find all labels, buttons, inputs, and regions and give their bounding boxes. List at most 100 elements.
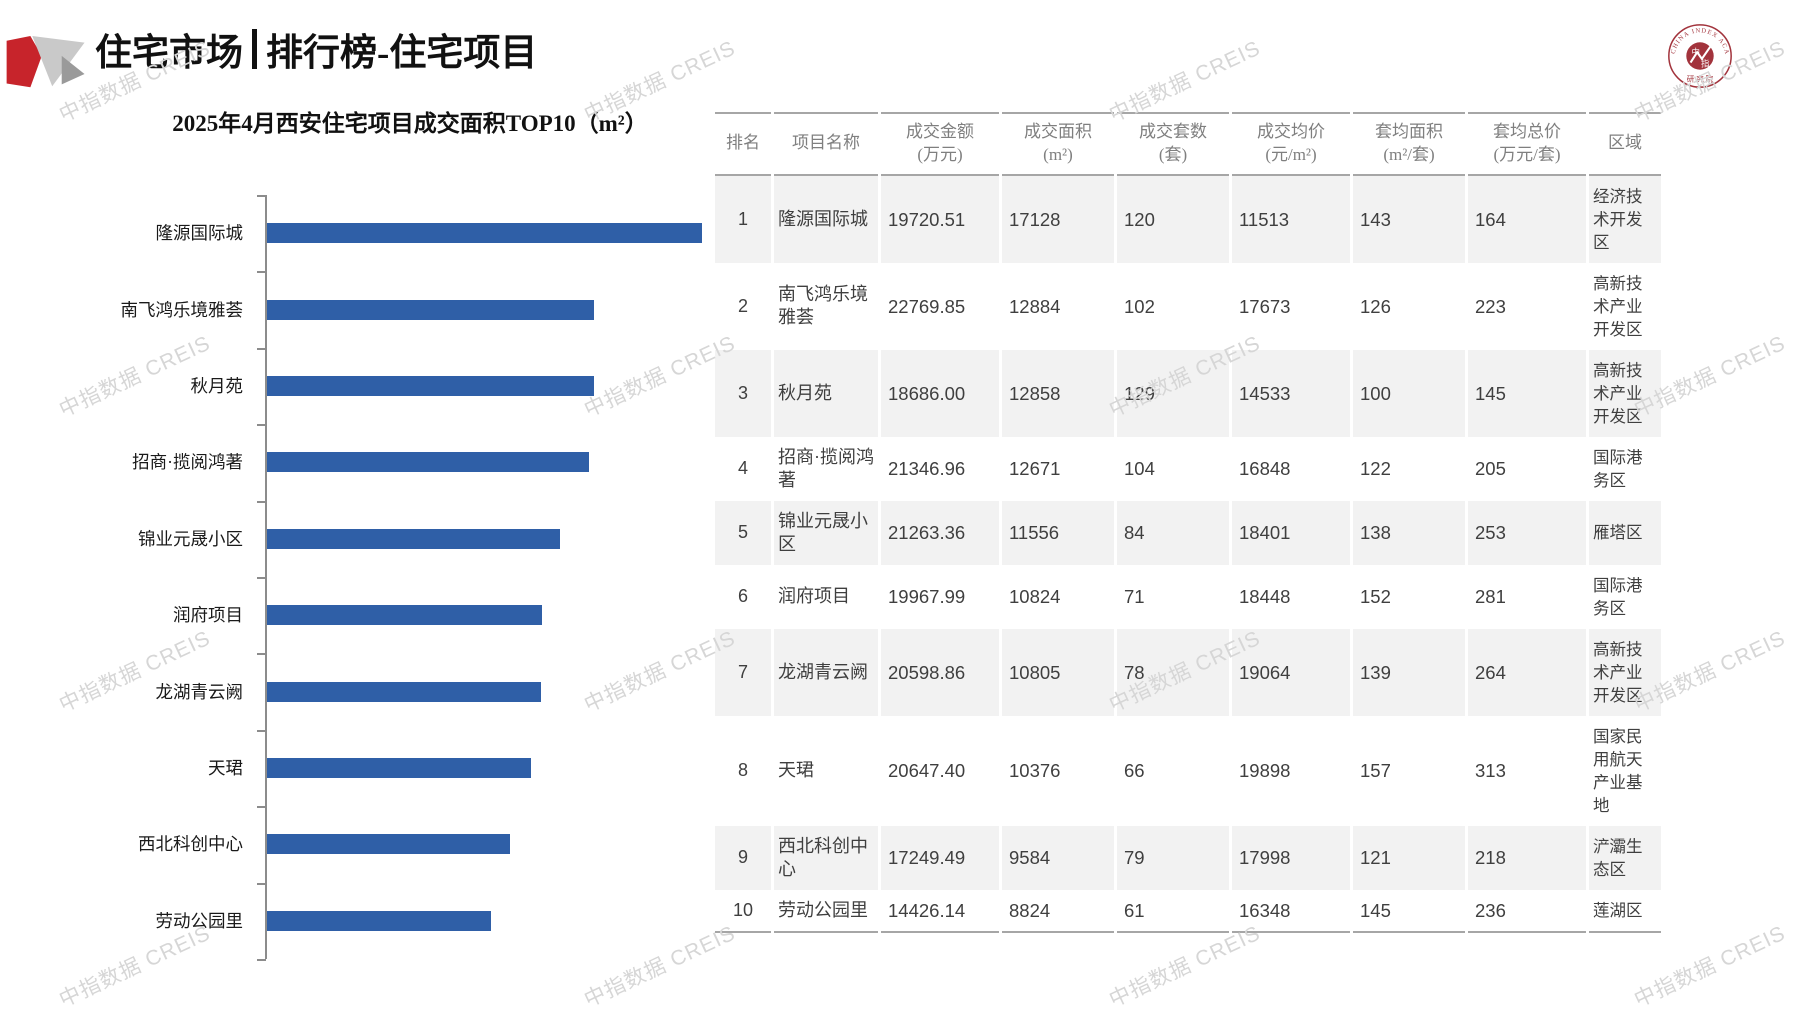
column-header-6: 套均面积 (m²/套) [1353,112,1465,176]
district-cell: 雁塔区 [1589,500,1661,565]
chart-category-label: 润府项目 [173,605,243,626]
axis-tick [257,577,266,579]
value-cell: 126 [1360,295,1391,317]
chart-row: 劳动公园里 [80,883,770,959]
bar-chart-rows: 隆源国际城 南飞鸿乐境雅荟 秋月苑 招商·揽阅鸿著 锦业元晟小区 润府项目 龙湖青云阙 天珺西… [80,195,770,959]
table-row: 3 秋月苑 18686.00 12858 129 14533 100 145 高新技术产业开发区 [715,349,1661,437]
table-row: 5 锦业元晟小区 21263.36 11556 84 18401 138 253 雁塔区 [715,500,1661,565]
chart-category-label: 招商·揽阅鸿著 [132,452,243,473]
china-index-academy-seal: CHINA INDEX ACADEMY 中 指 研 究 院 [1663,17,1734,95]
seal-center-char1: 中 [1692,47,1701,57]
value-cell: 78 [1117,628,1229,716]
academy-seal-icon: CHINA INDEX ACADEMY 中 指 研 究 院 [1663,17,1732,88]
project-name-cell: 龙湖青云阙 [774,628,878,716]
column-header-0: 排名 [715,112,771,176]
value-cell: 66 [1124,760,1145,782]
axis-tick [257,501,266,503]
ranking-table-container: 排名 项目名称 成交金额 (万元) 成交面积 (m²) 成交套数 (套) 成交均价 (元/m²) 套… [712,112,1664,933]
value-cell: 10805 [1002,628,1114,716]
table-row: 7 龙湖青云阙 20598.86 10805 78 19064 139 264 高新技术产业开发… [715,628,1661,716]
axis-tick [257,653,266,655]
value-cell: 84 [1117,500,1229,565]
title-divider [252,29,257,69]
value-cell: 17673 [1239,295,1291,317]
district-cell: 浐灞生态区 [1589,825,1661,890]
value-cell: 253 [1468,500,1586,565]
axis-tick [257,424,266,426]
table-row: 4 招商·揽阅鸿著 21346.96 12671 104 16848 122 205 国际港务区 [715,437,1661,501]
value-cell: 120 [1117,175,1229,263]
page-title-part1: 住宅市场 [95,33,243,74]
chart-bar-track [267,910,770,931]
chart-row: 龙湖青云阙 [80,653,770,729]
y-axis-line [265,195,267,959]
value-cell: 205 [1475,458,1506,480]
chart-row: 南飞鸿乐境雅荟 [80,271,770,347]
district-cell: 莲湖区 [1589,890,1661,933]
project-name-cell: 西北科创中心 [774,825,878,890]
value-cell: 18686.00 [881,349,999,437]
chart-row: 润府项目 [80,577,770,653]
chart-bar [267,299,594,320]
value-cell: 129 [1117,349,1229,437]
value-cell: 236 [1468,890,1586,933]
value-cell: 102 [1124,295,1155,317]
project-name-cell: 隆源国际城 [774,175,878,263]
project-name-cell: 润府项目 [778,586,850,607]
axis-tick [257,883,266,885]
value-cell: 145 [1468,349,1586,437]
project-name-cell: 天珺 [778,760,814,781]
value-cell: 12884 [1009,295,1061,317]
chart-bar [267,834,510,855]
chart-bar [267,452,589,473]
value-cell: 17998 [1232,825,1350,890]
value-cell: 138 [1353,500,1465,565]
column-header-5: 成交均价 (元/m²) [1232,112,1350,176]
axis-tick [257,195,266,197]
district-cell: 经济技术开发区 [1589,175,1661,263]
value-cell: 12671 [1009,458,1061,480]
chart-row: 天珺 [80,730,770,806]
project-name-cell: 招商·揽阅鸿著 [778,446,874,490]
chart-bar-track [267,452,770,473]
chart-bar [267,681,541,702]
value-cell: 14426.14 [881,890,999,933]
district-cell: 国际港务区 [1593,575,1643,618]
chart-bar-track [267,681,770,702]
column-header-2: 成交金额 (万元) [881,112,999,176]
seal-bottom-text: 研 究 院 [1687,74,1714,84]
corner-logo-mark [6,16,88,97]
chart-bar [267,758,531,779]
rank-cell: 7 [715,628,771,716]
value-cell: 79 [1117,825,1229,890]
column-header-4: 成交套数 (套) [1117,112,1229,176]
value-cell: 19967.99 [888,586,966,608]
table-row: 10 劳动公园里 14426.14 8824 61 16348 145 236 莲湖区 [715,890,1661,933]
bar-chart: 隆源国际城 南飞鸿乐境雅荟 秋月苑 招商·揽阅鸿著 锦业元晟小区 润府项目 龙湖青云阙 天珺西… [80,195,770,961]
value-cell: 281 [1475,586,1506,608]
chart-category-label: 南飞鸿乐境雅荟 [120,299,244,320]
seal-center-char2: 指 [1701,58,1710,68]
chart-category-label: 劳动公园里 [155,910,244,931]
corner-logo-icon [6,35,85,88]
value-cell: 61 [1117,890,1229,933]
project-name-cell: 劳动公园里 [774,890,878,933]
value-cell: 122 [1360,458,1391,480]
value-cell: 71 [1124,586,1145,608]
chart-bar-track [267,528,770,549]
value-cell: 10376 [1009,760,1061,782]
value-cell: 9584 [1002,825,1114,890]
value-cell: 139 [1353,628,1465,716]
axis-tick [257,959,266,961]
value-cell: 104 [1124,458,1155,480]
rank-cell: 10 [715,890,771,933]
table-row: 8 天珺 20647.40 10376 66 19898 157 313 国家民用航天产业基地 [715,716,1661,826]
table-row: 2 南飞鸿乐境雅荟 22769.85 12884 102 17673 126 223 高新技术产… [715,263,1661,350]
chart-bar [267,910,491,931]
chart-title: 2025年4月西安住宅项目成交面积TOP10（m²） [172,111,648,136]
chart-bar-track [267,834,770,855]
value-cell: 100 [1353,349,1465,437]
value-cell: 20598.86 [881,628,999,716]
value-cell: 19898 [1239,760,1291,782]
rank-cell: 1 [715,175,771,263]
